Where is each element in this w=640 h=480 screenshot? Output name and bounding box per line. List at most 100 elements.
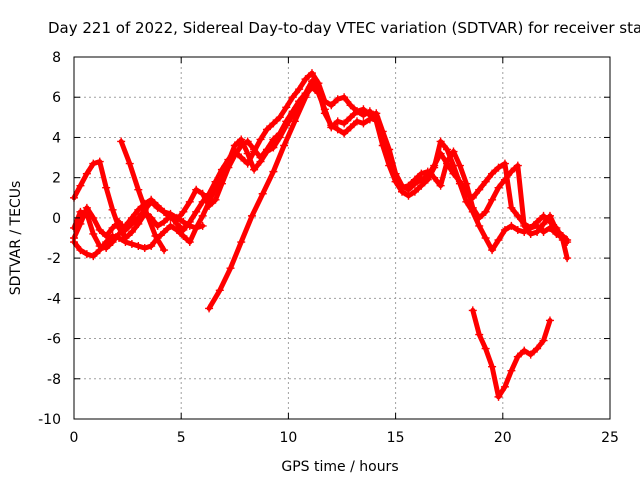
data-point-marker <box>95 242 104 251</box>
y-tick-label: -10 <box>38 412 61 428</box>
data-point-marker <box>192 207 201 216</box>
y-tick-label: 6 <box>52 90 61 106</box>
chart-title: Day 221 of 2022, Sidereal Day-to-day VTE… <box>48 19 640 37</box>
axis-ticks <box>73 56 611 420</box>
data-point-marker <box>526 350 535 359</box>
data-point-marker <box>140 244 149 253</box>
data-point-marker <box>147 197 156 206</box>
y-tick-label: -6 <box>47 332 61 348</box>
data-point-marker <box>500 175 509 184</box>
data-point-marker <box>410 187 419 196</box>
data-point-marker <box>533 344 542 353</box>
data-point-marker <box>398 183 407 192</box>
series-track-e <box>117 137 169 255</box>
data-point-marker <box>127 219 136 228</box>
data-point-marker <box>115 229 124 238</box>
data-point-marker <box>404 191 413 200</box>
data-point-marker <box>359 119 368 128</box>
data-point-marker <box>443 145 452 154</box>
data-point-marker <box>443 157 452 166</box>
x-axis-label: GPS time / hours <box>281 459 398 475</box>
y-tick-label: -8 <box>47 372 61 388</box>
data-point-marker <box>102 183 111 192</box>
data-point-marker <box>545 211 554 220</box>
data-point-marker <box>185 221 194 230</box>
data-point-marker <box>237 153 246 162</box>
data-point-marker <box>179 217 188 226</box>
data-point-marker <box>455 161 464 170</box>
data-point-marker <box>417 181 426 190</box>
data-point-marker <box>172 213 181 222</box>
data-point-marker <box>262 125 271 134</box>
data-point-marker <box>507 221 516 230</box>
data-point-marker <box>205 304 214 313</box>
data-point-marker <box>333 125 342 134</box>
data-point-marker <box>192 185 201 194</box>
data-point-marker <box>205 201 214 210</box>
data-point-marker <box>243 137 252 146</box>
data-point-marker <box>340 129 349 138</box>
data-point-marker <box>507 203 516 212</box>
data-point-marker <box>481 234 490 242</box>
data-point-marker <box>269 119 278 128</box>
data-point-marker <box>340 119 349 128</box>
data-point-marker <box>552 225 561 234</box>
data-point-marker <box>500 225 509 234</box>
data-point-marker <box>488 195 497 204</box>
x-tick-label: 20 <box>494 430 512 446</box>
data-point-marker <box>89 252 98 261</box>
data-point-marker <box>563 236 572 245</box>
data-point-marker <box>417 169 426 178</box>
data-point-marker <box>353 107 362 116</box>
series-line <box>118 139 167 253</box>
data-point-marker <box>494 236 503 245</box>
data-point-marker <box>488 169 497 178</box>
data-point-marker <box>76 246 85 255</box>
data-point-marker <box>89 213 98 222</box>
data-point-marker <box>423 175 432 184</box>
data-point-marker <box>295 85 304 94</box>
data-point-marker <box>115 217 124 226</box>
data-point-marker <box>211 195 220 204</box>
data-point-marker <box>353 117 362 126</box>
data-point-marker <box>256 135 265 144</box>
data-point-marker <box>520 346 529 355</box>
data-point-marker <box>108 238 117 247</box>
data-point-marker <box>436 181 445 190</box>
data-point-marker <box>340 93 349 102</box>
data-point-marker <box>237 141 246 150</box>
data-point-marker <box>258 189 267 198</box>
data-point-marker <box>179 207 188 216</box>
data-point-marker <box>147 242 156 251</box>
data-point-marker <box>385 153 394 162</box>
data-point-marker <box>250 165 259 174</box>
data-point-marker <box>365 115 374 124</box>
data-point-marker <box>404 181 413 190</box>
data-point-marker <box>475 330 484 339</box>
data-point-marker <box>513 225 522 234</box>
y-tick-label: 4 <box>52 130 61 146</box>
data-point-marker <box>449 147 458 156</box>
data-point-marker <box>237 238 246 247</box>
data-point-marker <box>494 183 503 192</box>
data-point-marker <box>230 151 239 160</box>
data-point-marker <box>76 181 85 190</box>
data-point-marker <box>217 179 226 188</box>
data-point-marker <box>301 93 310 102</box>
data-point-marker <box>288 93 297 102</box>
data-point-marker <box>513 211 522 220</box>
data-point-marker <box>262 145 271 154</box>
data-point-marker <box>526 229 535 238</box>
data-point-marker <box>121 238 130 247</box>
data-point-marker <box>275 113 284 122</box>
data-point-marker <box>346 123 355 132</box>
data-point-marker <box>520 221 529 230</box>
data-point-marker <box>307 69 316 78</box>
data-point-marker <box>488 246 497 255</box>
data-point-marker <box>160 217 169 226</box>
data-point-marker <box>172 225 181 234</box>
data-point-marker <box>151 231 160 240</box>
data-point-marker <box>215 286 224 295</box>
data-point-marker <box>488 362 497 371</box>
